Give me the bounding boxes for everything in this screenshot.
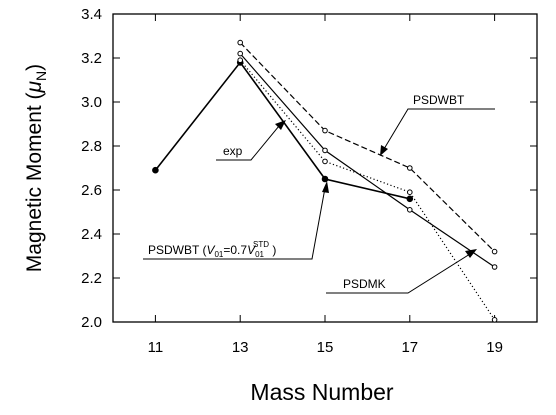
annotation-psdwbt-v-arrowhead <box>322 181 329 193</box>
annotation-psdwbt-label: PSDWBT <box>413 93 465 107</box>
annotation-psdmk-arrowhead <box>465 249 477 258</box>
series-line-1 <box>239 42 496 253</box>
y-tick-label: 2.6 <box>81 182 102 199</box>
y-tick-label: 2.2 <box>81 270 102 287</box>
plot-frame <box>112 13 538 323</box>
annotation-exp-arrowhead <box>275 120 286 130</box>
series-point-2 <box>491 264 498 270</box>
series-line-3 <box>239 59 496 321</box>
annotation-psdwbt-v-pointer <box>143 187 326 260</box>
x-tick-label: 11 <box>148 339 164 356</box>
y-tick-label: 3.0 <box>81 94 102 111</box>
series-point-1 <box>491 248 498 255</box>
series-point-0 <box>152 166 159 174</box>
annotation-exp-label: exp <box>223 144 243 158</box>
y-tick-label: 2.8 <box>81 138 102 155</box>
series-point-3 <box>322 158 328 165</box>
y-tick-label: 3.2 <box>81 50 102 67</box>
annotation-psdwbt-pointer <box>383 108 495 150</box>
x-axis-title: Mass Number <box>250 379 393 405</box>
series-point-2 <box>407 207 413 213</box>
y-axis-title: Magnetic Moment (μN) <box>23 64 49 272</box>
annotation-psdwbt-v-label: PSDWBT (V01=0.7V01STD ) <box>148 240 276 259</box>
axis-ticks: 11 13 15 17 19 2.0 2.2 2.4 2.6 2.8 3.0 3.2 3.4 <box>81 6 537 356</box>
series-point-1 <box>237 39 243 46</box>
series-line-0 <box>154 61 410 200</box>
annotation-psdmk-pointer <box>326 253 471 294</box>
y-tick-label: 3.4 <box>81 6 102 23</box>
series-group <box>152 39 498 323</box>
x-tick-label: 15 <box>317 339 334 356</box>
x-tick-label: 13 <box>232 339 249 356</box>
series-line-2 <box>239 53 495 268</box>
x-tick-label: 19 <box>486 339 503 356</box>
series-point-2 <box>237 50 243 57</box>
y-tick-label: 2.4 <box>81 226 102 243</box>
annotation-psdmk-label: PSDMK <box>343 277 386 291</box>
series-point-0 <box>321 175 329 183</box>
series-point-3 <box>491 317 498 323</box>
series-point-0 <box>406 195 414 203</box>
series-point-1 <box>322 127 328 134</box>
annotation-exp-pointer <box>216 125 280 161</box>
series-point-1 <box>407 165 413 171</box>
annotation-psdwbt-arrowhead <box>380 145 388 156</box>
series-point-3 <box>407 189 413 195</box>
series-point-2 <box>322 147 328 154</box>
series-point-3 <box>237 57 243 64</box>
x-tick-label: 17 <box>401 339 418 356</box>
y-tick-label: 2.0 <box>81 314 102 331</box>
